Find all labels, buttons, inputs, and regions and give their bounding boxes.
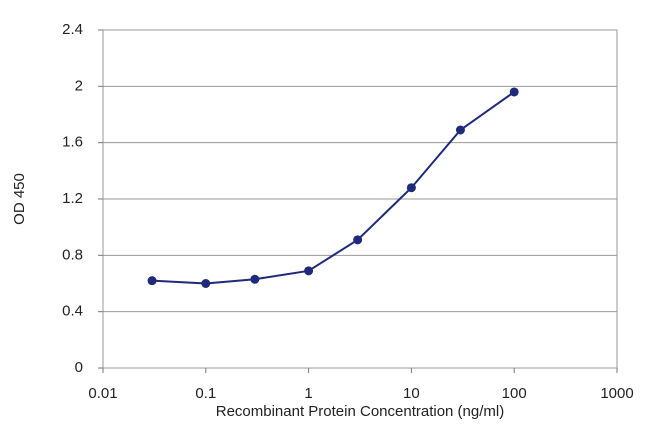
data-point <box>201 279 211 288</box>
y-tick-label: 1.2 <box>62 190 83 207</box>
x-tick-label: 1 <box>304 385 312 402</box>
y-axis-label: OD 450 <box>11 173 28 225</box>
y-tick-label: 0.4 <box>62 303 83 320</box>
y-tick-label: 1.6 <box>62 134 83 151</box>
x-tick-label: 10 <box>403 385 420 402</box>
y-tick-label: 2 <box>75 77 83 94</box>
data-point <box>455 125 465 135</box>
x-tick-label: 100 <box>502 385 527 402</box>
data-point <box>406 183 416 193</box>
data-point <box>250 274 260 284</box>
x-tick-label: 1000 <box>600 385 633 402</box>
data-point <box>509 87 519 97</box>
x-axis-label: Recombinant Protein Concentration (ng/ml… <box>216 403 504 420</box>
data-line <box>151 91 515 285</box>
y-tick-label: 2.4 <box>62 21 83 38</box>
data-point <box>147 276 157 286</box>
data-point <box>353 235 363 245</box>
data-point <box>304 266 314 276</box>
y-tick-label: 0 <box>75 359 83 376</box>
y-tick-label: 0.8 <box>62 246 83 263</box>
x-tick-label: 0.01 <box>88 385 117 402</box>
x-tick-label: 0.1 <box>195 385 216 402</box>
